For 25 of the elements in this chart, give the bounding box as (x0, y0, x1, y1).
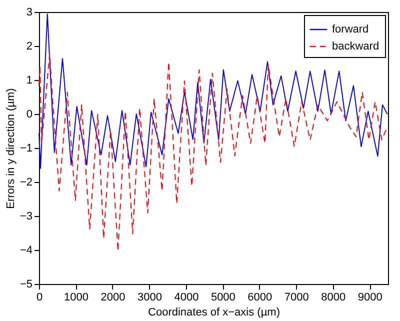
legend-label: forward (332, 24, 369, 36)
y-tick-label: 1 (26, 74, 32, 86)
y-tick-label: 2 (26, 40, 32, 52)
x-tick-label: 4000 (174, 292, 199, 304)
legend-label: backward (332, 40, 380, 52)
x-tick-label: 3000 (137, 292, 162, 304)
y-tick-label: 0 (26, 108, 32, 120)
y-tick-label: −5 (20, 278, 32, 290)
x-tick-label: 0 (36, 292, 43, 304)
y-axis-title: Errors in y direction (µm) (4, 88, 17, 209)
x-tick-label: 1000 (64, 292, 88, 304)
x-axis-title: Coordinates of x−axis (µm) (148, 306, 280, 318)
line-series (38, 14, 388, 169)
y-tick-label: −2 (20, 176, 32, 188)
x-tick-label: 6000 (248, 292, 272, 304)
x-tick-label: 5000 (210, 292, 236, 304)
x-tick-label: 7000 (284, 292, 309, 304)
y-tick-label: 3 (26, 6, 32, 18)
line-series (38, 53, 388, 252)
x-tick-label: 9000 (358, 292, 382, 304)
y-tick-label: −4 (20, 244, 32, 256)
x-tick-label: 2000 (100, 292, 126, 304)
y-tick-label: −1 (20, 142, 32, 154)
x-tick-label: 8000 (321, 292, 346, 304)
y-tick-label: −3 (20, 210, 32, 222)
